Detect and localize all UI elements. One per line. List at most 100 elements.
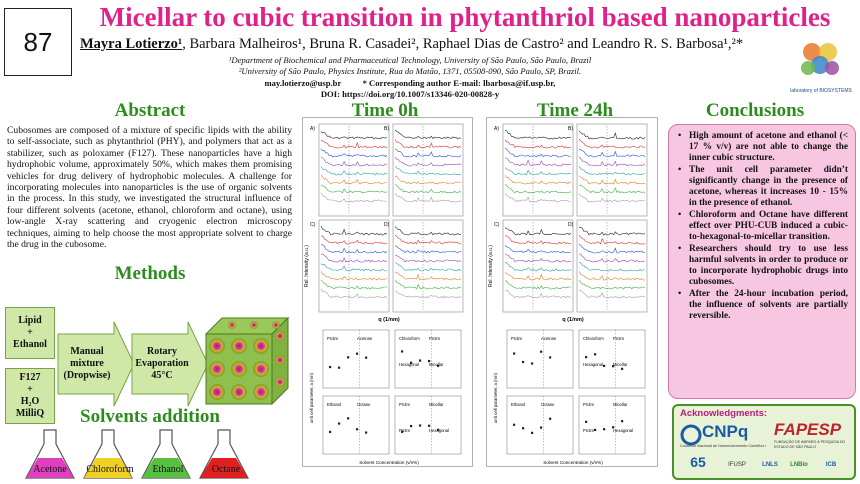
lattice-point [531, 431, 534, 434]
saxs-plot-frame [576, 123, 648, 217]
lattice-point [437, 364, 440, 367]
lattice-point [612, 426, 615, 429]
contact-emails: may.lotierzo@usp.br * Corresponding auth… [264, 78, 556, 88]
saxs-curve [394, 156, 462, 167]
saxs-curve [320, 156, 388, 167]
saxs-curve [505, 280, 572, 290]
saxs-curve [394, 148, 462, 158]
other-authors: , Barbara Malheiros¹, Bruna R. Casadei²,… [182, 36, 744, 52]
saxs-curve [578, 148, 646, 158]
saxs-xlabel: q (1/nm) [378, 317, 400, 323]
saxs-curve [578, 243, 646, 254]
doi-link[interactable]: DOI: https://doi.org/10.1007/s13346-020-… [320, 89, 500, 99]
lattice-point [365, 431, 368, 434]
lattice-point [540, 350, 543, 353]
cnpq-subtext: Conselho Nacional de Desenvolvimento Cie… [680, 444, 766, 448]
cnpq-text: CNPq [702, 422, 749, 441]
saxs-curve [320, 225, 388, 236]
saxs-curve [320, 244, 388, 254]
lattice-point [594, 353, 597, 356]
phase-label: Ethanol [327, 402, 341, 407]
fapesp-subtext: FUNDAÇÃO DE AMPARO À PESQUISA DO ESTADO … [774, 440, 846, 449]
lattice-point [338, 366, 341, 369]
flask-acetone [25, 429, 75, 479]
saxs-curve [394, 193, 462, 203]
saxs-ylabel: Rel. Intensity (a.u.) [304, 245, 310, 287]
saxs-xlabel: q (1/nm) [562, 317, 584, 323]
saxs-plot-label: A) [494, 126, 499, 132]
saxs-curve [394, 262, 462, 272]
lattice-point [401, 350, 404, 353]
saxs-curve [394, 245, 462, 254]
lattice-point [356, 352, 359, 355]
saxs-plot-label: A) [310, 126, 315, 132]
lnbio-logo: LNBio [790, 462, 808, 468]
saxs-curve [504, 139, 572, 149]
lattice-plot-frame [394, 329, 462, 389]
saxs-curve [505, 157, 572, 167]
saxs-curve [320, 253, 388, 263]
saxs-curve [504, 193, 572, 203]
phase-label: Hexagonal [399, 362, 419, 367]
lattice-point [513, 352, 516, 355]
phase-label: Pn3m [511, 336, 522, 341]
lattice-point [428, 359, 431, 363]
first-author: Mayra Lotierzo¹ [80, 36, 183, 52]
time24-figure: A) B) C) D) Rel. Intensity (a.u.) q (1/nm) Pn3… [486, 117, 658, 467]
saxs-curve [320, 192, 388, 203]
lattice-point [437, 428, 440, 431]
lnls-logo: LNLS [762, 462, 778, 468]
cubic-phase-illustration [204, 316, 290, 406]
phase-label: Hexagonal [583, 362, 603, 367]
fapesp-text: FAPESP [774, 420, 842, 439]
lattice-point [531, 362, 534, 365]
rotary-evaporation-label: Rotary Evaporation 45°C [135, 346, 189, 381]
saxs-plot-label: C) [310, 222, 316, 228]
saxs-curve [504, 147, 572, 158]
saxs-plot-label: C) [494, 222, 500, 228]
saxs-curve [394, 226, 462, 236]
lipid-ethanol-box: Lipid + Ethanol [5, 307, 55, 359]
saxs-curve [578, 226, 646, 236]
lattice-plot-frame [506, 329, 574, 389]
saxs-curve [578, 271, 646, 281]
lattice-point [338, 422, 341, 425]
ifusp-logo: IFUSP [728, 462, 746, 468]
lattice-point [549, 417, 552, 420]
saxs-curve [578, 156, 646, 167]
conclusion-item: High amount of acetone and ethanol (< 17… [677, 131, 848, 164]
saxs-curve [504, 272, 572, 281]
lattice-point [522, 427, 525, 430]
solvent-label-ethanol: Ethanol [152, 464, 184, 475]
saxs-curve [504, 244, 572, 254]
conclusions-box: High amount of acetone and ethanol (< 17… [668, 124, 856, 399]
time24-heading: Time 24h [536, 100, 614, 121]
manual-mixture-label: Manual mixture (Dropwise) [63, 346, 111, 381]
saxs-curve [578, 290, 646, 299]
lattice-point [365, 356, 368, 359]
saxs-curve [504, 174, 572, 185]
time0-figure: A) B) C) D) Rel. Intensity (a.u.) q (1/nm) Pn3… [302, 117, 473, 467]
saxs-curve [320, 166, 388, 176]
abstract-body: Cubosomes are composed of a mixture of s… [7, 125, 292, 251]
saxs-curve [394, 165, 462, 176]
saxs-curve [394, 234, 462, 245]
f127-water-box: F127 + H₂O MilliQ [5, 368, 55, 424]
lattice-xlabel: Solvent Concentration (v/v%) [543, 460, 603, 465]
saxs-curve [320, 174, 387, 185]
lattice-point [621, 420, 624, 423]
lattice-point [329, 365, 332, 369]
lattice-point [410, 361, 413, 364]
saxs-curve [504, 253, 572, 263]
saxs-ylabel: Rel. Intensity (a.u.) [488, 245, 494, 287]
mixture-arrow [57, 321, 135, 407]
phase-label: Pn3m [613, 336, 624, 341]
lattice-point [356, 428, 359, 431]
affiliation-1: ¹Department of Biochemical and Pharmaceu… [228, 55, 592, 65]
lattice-point [428, 424, 431, 427]
fapesp-logo: FAPESP FUNDAÇÃO DE AMPARO À PESQUISA DO … [774, 420, 850, 450]
saxs-curve [578, 166, 646, 176]
saxs-curve [320, 271, 388, 281]
lattice-point [347, 356, 350, 359]
lattice-point [612, 365, 615, 368]
